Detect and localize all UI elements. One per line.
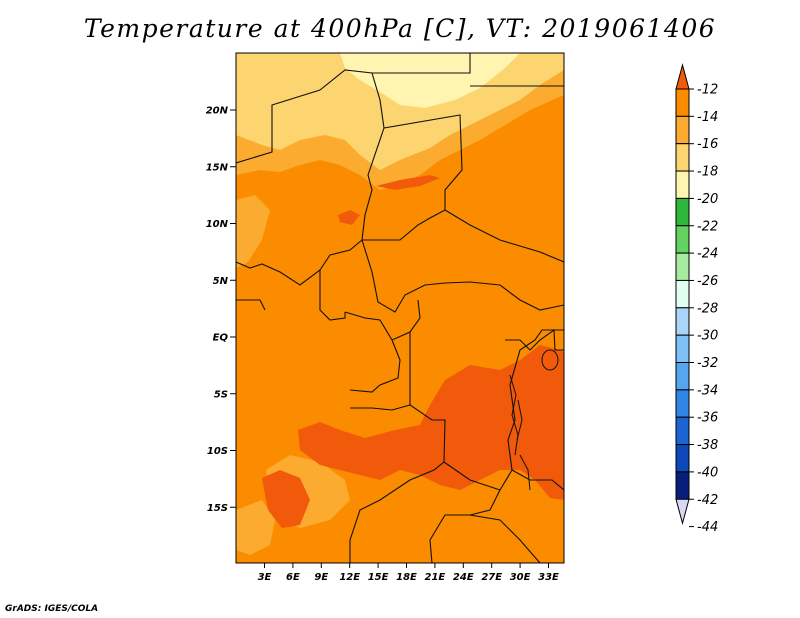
colorbar-swatch [675, 444, 690, 473]
colorbar-swatch [675, 279, 690, 309]
colorbar-label: -42 [697, 493, 718, 508]
country-borders [236, 53, 564, 563]
colorbar-swatch [675, 225, 690, 254]
y-tick-label: 20N [206, 106, 229, 117]
colorbar-label: -40 [697, 465, 718, 480]
y-tick-label: 5N [213, 276, 229, 287]
field-contour-14c [376, 175, 440, 190]
x-tick-label: 30E [510, 572, 531, 583]
credit-label: GrADS: IGES/COLA [5, 604, 99, 614]
colorbar-label: -38 [697, 438, 718, 453]
field-contour-16e [236, 500, 275, 555]
colorbar-swatch [675, 143, 690, 172]
field-contour-14b [262, 470, 310, 528]
y-tick-label: 10S [207, 446, 228, 457]
colorbar: -12 -14 -16 -18 -20 -22 -24 -26 -28 -30 -32 -34 -36 -… [675, 63, 718, 535]
x-tick-label: 12E [339, 572, 360, 583]
x-tick-label: 15E [368, 572, 389, 583]
field-contour-14d [338, 210, 360, 225]
colorbar-swatch [675, 471, 690, 500]
colorbar-top-arrow [675, 63, 690, 90]
colorbar-swatch [675, 170, 690, 199]
colorbar-swatch [675, 334, 690, 363]
y-tick-label: 5S [214, 389, 228, 400]
y-tick-label: 10N [206, 219, 229, 230]
colorbar-label: -14 [697, 110, 718, 125]
x-axis: 3E 6E 9E 12E 15E 18E 21E 24E 27E 30E 33E [258, 563, 559, 583]
colorbar-label: -30 [697, 329, 718, 344]
colorbar-label: -28 [697, 301, 718, 316]
x-tick-label: 21E [425, 572, 446, 583]
y-tick-label: 15S [207, 503, 228, 514]
field-contour-14a [298, 345, 564, 500]
y-axis: 20N 15N 10N 5N EQ 5S 10S 15S [206, 106, 236, 514]
colorbar-swatch [675, 362, 690, 391]
colorbar-label: -20 [697, 192, 718, 207]
colorbar-swatch [675, 197, 690, 227]
field-contour-20 [340, 53, 520, 108]
colorbar-label: -16 [697, 137, 718, 152]
colorbar-swatch [675, 88, 690, 117]
x-tick-label: 3E [258, 572, 272, 583]
x-tick-label: 27E [481, 572, 502, 583]
colorbar-swatch [675, 389, 690, 418]
colorbar-label: -34 [697, 383, 718, 398]
field-contour-16c [236, 195, 270, 268]
colorbar-label: -36 [697, 411, 718, 426]
x-tick-label: 6E [286, 572, 300, 583]
y-tick-label: 15N [206, 162, 229, 173]
colorbar-bottom-arrow [675, 498, 690, 526]
colorbar-swatch [675, 307, 690, 336]
colorbar-label: -32 [697, 356, 718, 371]
field-contour-18b [300, 92, 352, 124]
chart-title: Temperature at 400hPa [C], VT: 201906140… [83, 14, 717, 43]
colorbar-label: -26 [697, 274, 718, 289]
colorbar-label: -44 [697, 520, 718, 535]
x-tick-label: 9E [314, 572, 328, 583]
colorbar-label: -18 [697, 165, 718, 180]
map-plot-area [236, 53, 564, 563]
colorbar-label: -12 [697, 83, 718, 98]
colorbar-swatch [675, 252, 690, 281]
map-frame [235, 52, 565, 564]
lakes [509, 349, 559, 491]
colorbar-label: -24 [697, 247, 718, 262]
colorbar-swatch [675, 115, 690, 145]
x-tick-label: 24E [453, 572, 474, 583]
colorbar-label: -22 [697, 219, 718, 234]
colorbar-swatch [675, 416, 690, 446]
x-tick-label: 33E [538, 572, 559, 583]
x-tick-label: 18E [396, 572, 417, 583]
y-tick-label: EQ [213, 333, 229, 344]
